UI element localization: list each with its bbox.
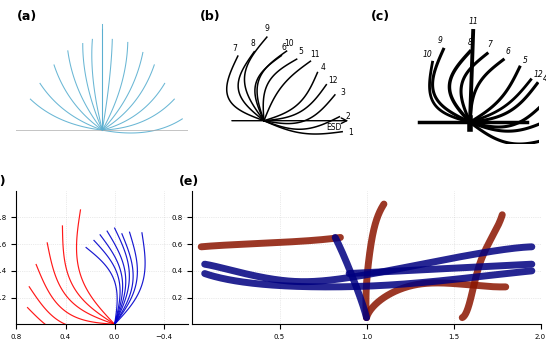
Text: 5: 5 xyxy=(298,48,303,57)
Text: (d): (d) xyxy=(0,175,6,188)
Text: 12: 12 xyxy=(533,70,543,79)
Text: 8: 8 xyxy=(251,39,256,48)
Text: (a): (a) xyxy=(16,10,37,23)
Text: 3: 3 xyxy=(340,88,345,97)
Text: 4: 4 xyxy=(321,62,326,71)
Text: (c): (c) xyxy=(371,10,390,23)
Text: 12: 12 xyxy=(329,76,338,85)
Text: 4: 4 xyxy=(543,75,546,83)
Text: 2: 2 xyxy=(345,112,350,121)
Text: 1: 1 xyxy=(348,128,353,137)
Text: 7: 7 xyxy=(487,40,492,49)
Text: 8: 8 xyxy=(467,38,472,47)
Text: 6: 6 xyxy=(505,47,510,56)
Text: 5: 5 xyxy=(523,56,528,65)
Text: ESD: ESD xyxy=(326,123,341,132)
Text: 9: 9 xyxy=(438,36,443,45)
Text: 11: 11 xyxy=(311,50,320,59)
Text: (b): (b) xyxy=(200,10,221,23)
Text: 11: 11 xyxy=(468,17,478,26)
Text: 10: 10 xyxy=(284,39,294,48)
Text: 10: 10 xyxy=(423,50,432,59)
Text: 6: 6 xyxy=(281,43,286,52)
Text: 7: 7 xyxy=(233,44,237,53)
Text: 9: 9 xyxy=(265,24,270,33)
Text: (e): (e) xyxy=(179,175,199,188)
